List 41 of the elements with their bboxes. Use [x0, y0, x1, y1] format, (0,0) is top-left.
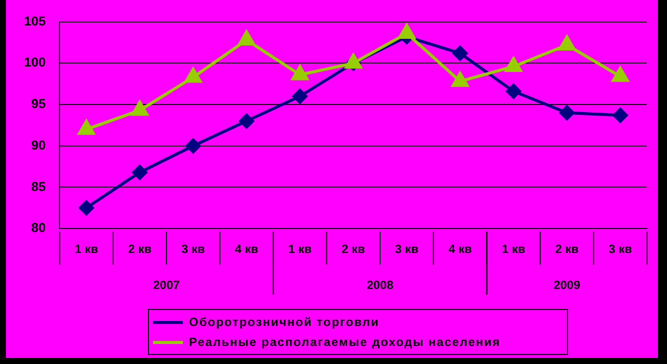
y-tick-label: 100: [24, 54, 46, 70]
x-tick-label: 1 кв: [74, 242, 98, 256]
point: [452, 72, 469, 87]
point: [239, 114, 254, 129]
y-tick-label: 80: [31, 220, 46, 236]
point: [558, 35, 576, 50]
text: 2007: [153, 278, 180, 292]
point: [398, 24, 416, 39]
point: [131, 100, 148, 116]
y-tick-label: 85: [31, 178, 46, 194]
legend-label: Оборотрозничной торговли: [189, 315, 380, 329]
point: [184, 68, 202, 83]
point: [559, 105, 574, 120]
x-tick-label: 1 кв: [288, 242, 312, 256]
x-tick-label: 2 кв: [128, 242, 152, 256]
point: [186, 138, 201, 154]
x-tick-label: 3 кв: [395, 242, 418, 256]
text: 2009: [554, 278, 581, 292]
point: [238, 30, 255, 46]
x-tick-label: 3 кв: [608, 242, 632, 256]
y-tick-label: 90: [31, 137, 46, 152]
y-tick-label: 105: [24, 13, 46, 28]
point: [132, 164, 148, 180]
point: [506, 84, 522, 99]
x-tick-label: 1 кв: [502, 242, 526, 256]
y-tick-label: 95: [31, 96, 46, 112]
point: [612, 108, 628, 123]
point: [612, 66, 629, 82]
point: [292, 65, 308, 80]
x-tick-label: 2 кв: [555, 242, 579, 256]
point: [78, 120, 95, 135]
point: [292, 88, 308, 104]
point: [505, 56, 522, 72]
point: [78, 200, 94, 216]
x-tick-label: 4 кв: [448, 242, 472, 256]
x-tick-label: 2 кв: [342, 242, 366, 256]
legend-label: Реальные располагаемые доходы населения: [189, 335, 501, 349]
text: 2008: [366, 278, 394, 292]
x-tick-label: 3 кв: [181, 242, 205, 256]
x-tick-label: 4 кв: [234, 242, 258, 256]
point: [344, 54, 362, 69]
